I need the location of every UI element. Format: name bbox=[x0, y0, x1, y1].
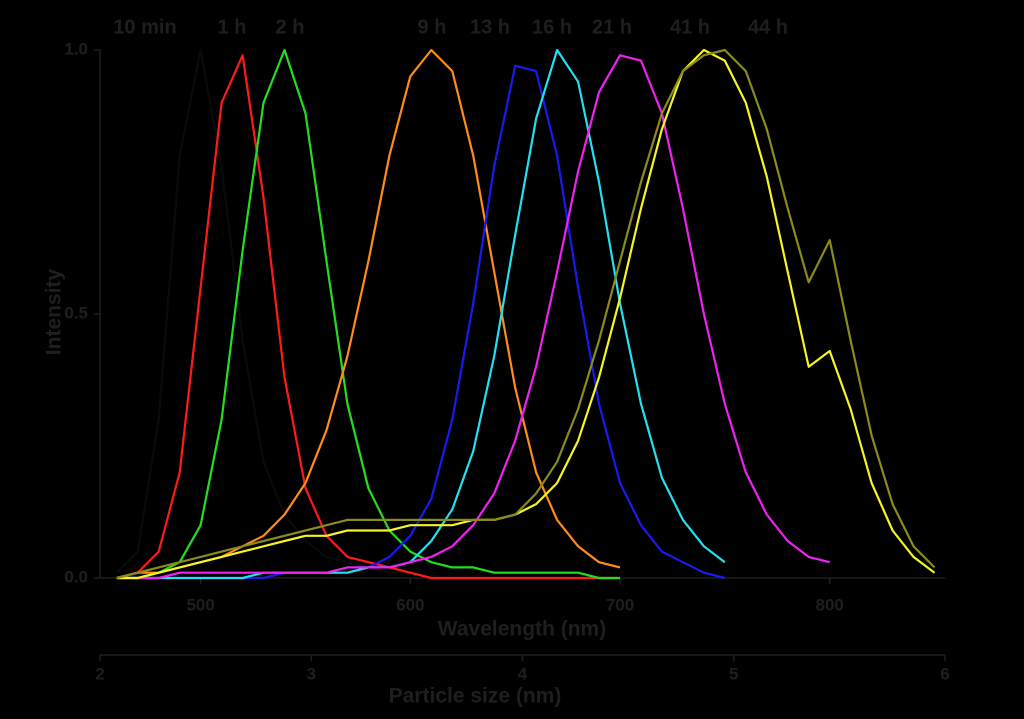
y-axis-title: Intensity bbox=[43, 269, 66, 356]
legend-label: 41 h bbox=[670, 16, 710, 38]
legend-label: 44 h bbox=[748, 16, 788, 38]
legend-label: 16 h bbox=[532, 16, 572, 38]
x2-tick-label: 2 bbox=[95, 664, 104, 683]
x-tick-label: 500 bbox=[186, 595, 214, 614]
x2-tick-label: 4 bbox=[518, 664, 528, 683]
series-line bbox=[116, 48, 726, 580]
x-axis-title: Wavelength (nm) bbox=[438, 618, 606, 641]
series-line bbox=[116, 48, 936, 580]
y-tick-label: 1.0 bbox=[64, 39, 88, 58]
series-line bbox=[116, 54, 830, 580]
x2-axis-title: Particle size (nm) bbox=[389, 685, 562, 708]
legend-label: 10 min bbox=[113, 16, 176, 38]
x-tick-label: 600 bbox=[396, 595, 424, 614]
legend-label: 2 h bbox=[276, 16, 305, 38]
x2-tick-label: 6 bbox=[940, 664, 949, 683]
series-line bbox=[116, 48, 620, 580]
legend-label: 9 h bbox=[418, 16, 447, 38]
legend-label: 13 h bbox=[470, 16, 510, 38]
legend-label: 1 h bbox=[218, 16, 247, 38]
legend-label: 21 h bbox=[592, 16, 632, 38]
x2-tick-label: 3 bbox=[307, 664, 316, 683]
series-line bbox=[116, 54, 620, 580]
x-tick-label: 800 bbox=[815, 595, 843, 614]
y-tick-label: 0.5 bbox=[64, 303, 88, 322]
x2-tick-label: 5 bbox=[729, 664, 738, 683]
series-line bbox=[116, 48, 936, 580]
y-tick-label: 0.0 bbox=[64, 567, 88, 586]
x-tick-label: 700 bbox=[606, 595, 634, 614]
